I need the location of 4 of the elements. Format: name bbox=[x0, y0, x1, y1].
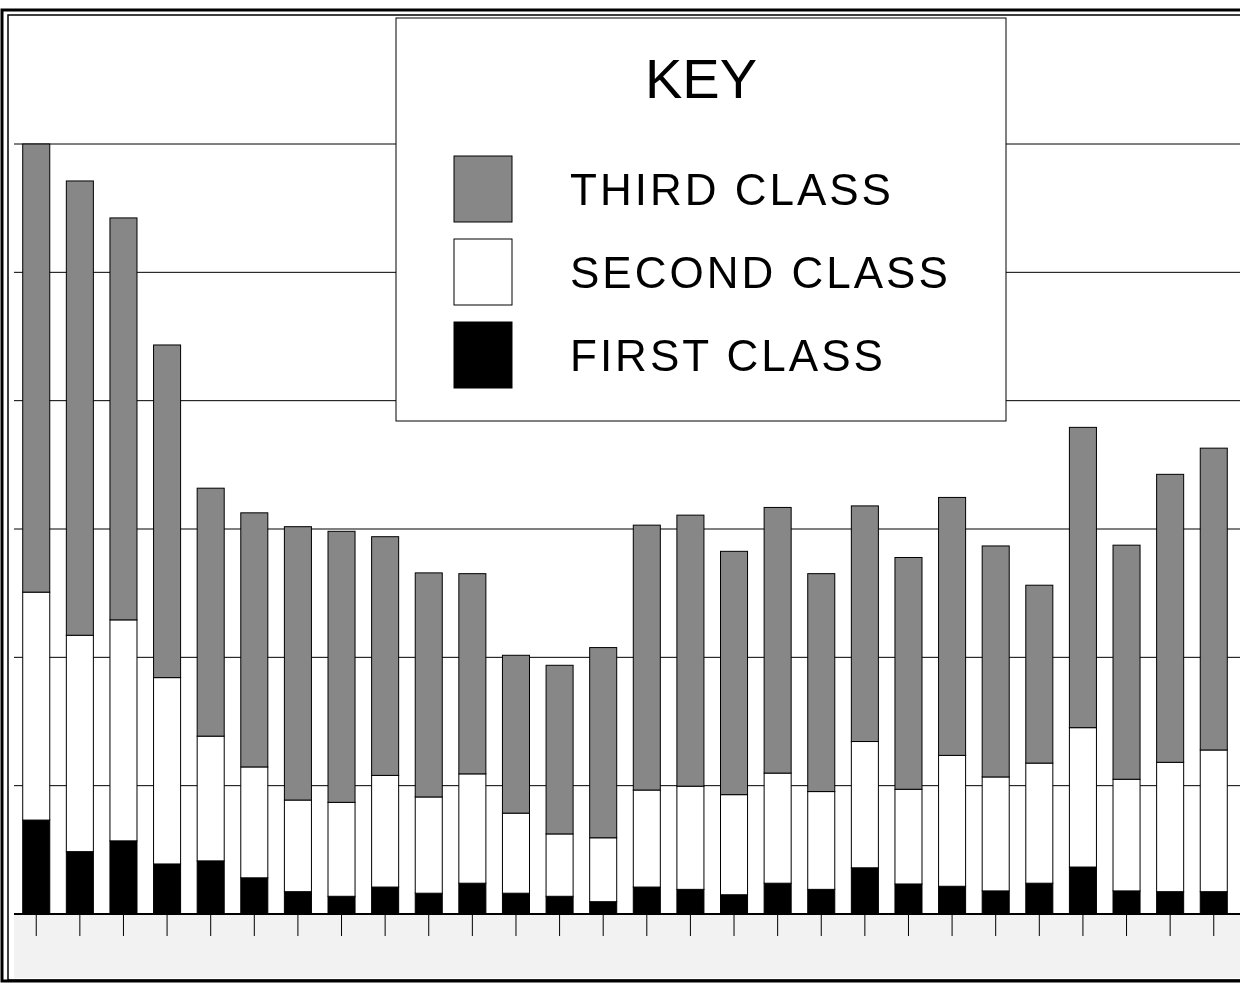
legend-label: SECOND CLASS bbox=[570, 248, 951, 297]
legend-title: KEY bbox=[644, 47, 758, 110]
legend-label: THIRD CLASS bbox=[570, 165, 894, 214]
legend-label: FIRST CLASS bbox=[570, 331, 886, 380]
